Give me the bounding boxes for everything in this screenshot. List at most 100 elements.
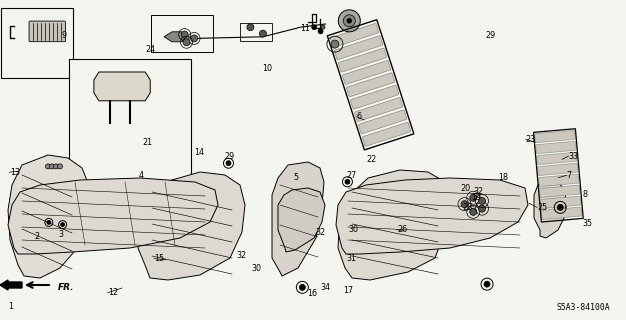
Text: 30: 30 [252, 264, 262, 273]
FancyBboxPatch shape [536, 141, 576, 154]
Polygon shape [8, 178, 218, 254]
Text: 21: 21 [143, 138, 153, 147]
Text: 4: 4 [139, 171, 144, 180]
FancyBboxPatch shape [346, 73, 395, 97]
Polygon shape [94, 72, 150, 101]
Circle shape [318, 29, 323, 34]
Text: 22: 22 [366, 155, 376, 164]
Text: 34: 34 [321, 283, 331, 292]
FancyBboxPatch shape [29, 21, 66, 42]
Text: 17: 17 [343, 286, 353, 295]
FancyBboxPatch shape [540, 196, 581, 208]
Text: 29: 29 [486, 31, 496, 40]
Circle shape [470, 208, 477, 215]
Text: 18: 18 [498, 173, 508, 182]
Circle shape [49, 164, 54, 169]
Text: 9: 9 [61, 31, 66, 40]
Text: 1: 1 [8, 302, 13, 311]
Bar [1, 8, 73, 78]
Text: 16: 16 [307, 289, 317, 298]
Circle shape [47, 220, 51, 224]
Text: 32: 32 [316, 228, 326, 237]
Text: 24: 24 [145, 45, 155, 54]
Bar [69, 59, 191, 234]
Bar [240, 23, 272, 41]
Text: 15: 15 [154, 254, 164, 263]
Text: 3: 3 [58, 230, 63, 239]
Text: FR.: FR. [58, 283, 74, 292]
FancyBboxPatch shape [538, 163, 578, 176]
Text: 33: 33 [568, 152, 578, 161]
Circle shape [247, 24, 254, 31]
FancyBboxPatch shape [362, 122, 411, 146]
Circle shape [181, 31, 188, 38]
FancyBboxPatch shape [339, 48, 387, 72]
FancyBboxPatch shape [354, 98, 403, 122]
Polygon shape [278, 188, 325, 252]
Circle shape [312, 25, 317, 30]
Text: 7: 7 [567, 171, 572, 180]
Polygon shape [164, 32, 186, 42]
Circle shape [461, 201, 468, 208]
FancyArrow shape [0, 280, 22, 290]
Text: 29: 29 [224, 152, 234, 161]
Text: 25: 25 [537, 203, 547, 212]
Circle shape [470, 194, 477, 201]
Circle shape [478, 197, 486, 204]
FancyBboxPatch shape [351, 85, 399, 109]
Circle shape [338, 10, 361, 32]
Circle shape [190, 35, 198, 42]
Text: 19: 19 [471, 193, 481, 202]
Circle shape [58, 164, 63, 169]
Text: 20: 20 [461, 184, 471, 193]
Circle shape [53, 164, 58, 169]
Circle shape [347, 19, 351, 23]
Bar [533, 129, 583, 222]
Text: 27: 27 [347, 171, 357, 180]
Text: 5: 5 [293, 173, 298, 182]
Text: 28: 28 [462, 203, 472, 212]
Text: 11: 11 [300, 24, 310, 33]
FancyBboxPatch shape [540, 185, 580, 197]
FancyBboxPatch shape [535, 130, 575, 143]
Circle shape [46, 164, 51, 169]
Text: 14: 14 [194, 148, 204, 157]
Circle shape [259, 30, 267, 37]
Circle shape [321, 25, 325, 29]
Text: 12: 12 [108, 288, 118, 297]
Polygon shape [272, 162, 324, 276]
Bar [327, 20, 414, 150]
Circle shape [557, 204, 563, 210]
FancyBboxPatch shape [538, 174, 579, 187]
FancyBboxPatch shape [536, 152, 577, 164]
Text: 31: 31 [347, 254, 357, 263]
FancyBboxPatch shape [541, 207, 582, 220]
FancyBboxPatch shape [334, 36, 382, 60]
Circle shape [331, 40, 339, 48]
Text: 30: 30 [348, 225, 358, 234]
Circle shape [345, 179, 350, 184]
Polygon shape [534, 180, 566, 238]
Text: 13: 13 [10, 168, 20, 177]
Text: 23: 23 [526, 135, 536, 144]
Text: 8: 8 [582, 190, 587, 199]
Circle shape [226, 161, 231, 166]
Circle shape [484, 281, 490, 287]
Text: 10: 10 [262, 64, 272, 73]
Circle shape [299, 284, 305, 290]
Bar [151, 15, 213, 52]
Polygon shape [138, 172, 245, 280]
Text: 6: 6 [357, 112, 362, 121]
Polygon shape [338, 170, 450, 280]
Text: 2: 2 [34, 232, 39, 241]
Text: S5A3-84100A: S5A3-84100A [557, 303, 610, 312]
Circle shape [343, 15, 356, 27]
Polygon shape [8, 155, 90, 278]
FancyBboxPatch shape [359, 110, 407, 134]
Text: 32: 32 [237, 251, 247, 260]
Circle shape [478, 205, 486, 212]
Circle shape [183, 39, 190, 46]
FancyBboxPatch shape [342, 60, 391, 84]
Circle shape [61, 223, 64, 227]
Text: 35: 35 [582, 219, 592, 228]
